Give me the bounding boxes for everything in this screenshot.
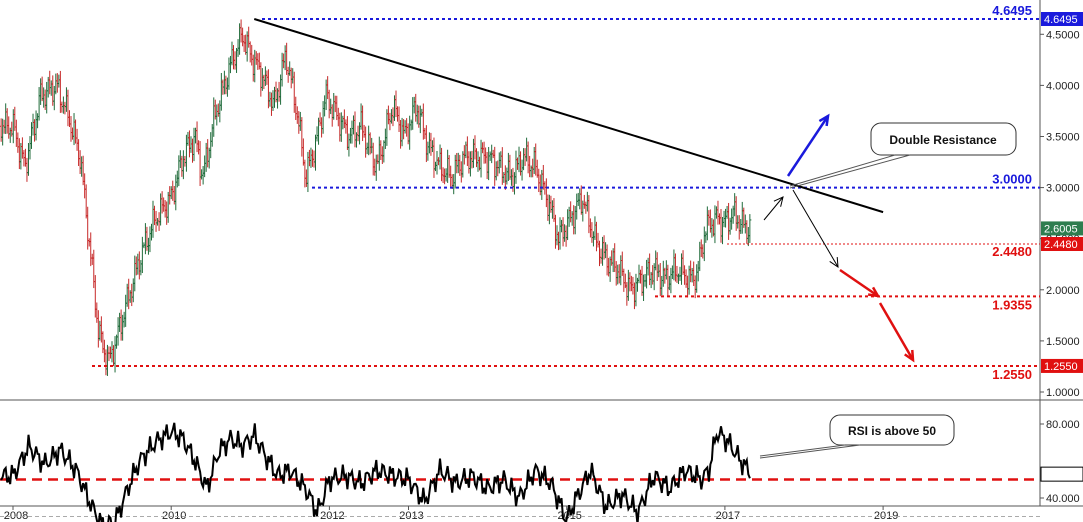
x-tick-label: 2019 bbox=[874, 510, 898, 522]
double-resistance-box bbox=[870, 122, 1017, 156]
y-tick-label: 4.5000 bbox=[1046, 29, 1080, 41]
rsi-callout-leader bbox=[759, 444, 861, 459]
rsi-price-tag bbox=[1040, 466, 1083, 482]
x-tick-label: 2010 bbox=[162, 510, 186, 522]
blue-up-arrow bbox=[786, 115, 830, 177]
black-up-arrow-head bbox=[773, 196, 784, 207]
rsi-callout-box bbox=[829, 414, 955, 446]
black-down-arrow-head bbox=[829, 256, 839, 268]
price-bars bbox=[0, 19, 752, 376]
price-tag-label: 2.4480 bbox=[1044, 239, 1078, 251]
level-label: 3.0000 bbox=[992, 172, 1032, 187]
price-tag bbox=[1041, 358, 1083, 373]
red-arrow-2-head bbox=[904, 349, 915, 363]
y-tick-label: 3.0000 bbox=[1046, 183, 1080, 195]
level-label: 1.9355 bbox=[992, 297, 1032, 312]
rsi-line bbox=[0, 422, 751, 522]
price-tag bbox=[1041, 221, 1083, 236]
price-tag-label: 2.6005 bbox=[1044, 223, 1078, 235]
rsi-callout-label: RSI is above 50 bbox=[848, 424, 936, 438]
level-label: 4.6495 bbox=[992, 3, 1032, 18]
red-arrow-2 bbox=[878, 302, 915, 361]
level-label: 2.4480 bbox=[992, 244, 1032, 259]
black-up-arrow bbox=[763, 196, 784, 221]
blue-up-arrow-head bbox=[818, 113, 830, 127]
rsi-tick-label: 80.000 bbox=[1046, 419, 1080, 431]
y-tick-label: 2.0000 bbox=[1046, 285, 1080, 297]
trendline bbox=[253, 18, 884, 214]
y-tick-label: 1.5000 bbox=[1046, 336, 1080, 348]
price-tag-label: 1.2550 bbox=[1044, 361, 1078, 373]
rsi-tick-label: 40.000 bbox=[1046, 493, 1080, 505]
callout-leader bbox=[789, 154, 911, 189]
rsi-price-tag-label: 52.897 bbox=[1044, 469, 1078, 481]
y-tick-label: 3.5000 bbox=[1046, 131, 1080, 143]
double-resistance-label: Double Resistance bbox=[889, 133, 997, 147]
price-tag bbox=[1041, 237, 1083, 252]
red-arrow-1 bbox=[839, 268, 879, 298]
price-tag-label: 4.6495 bbox=[1044, 14, 1078, 26]
rsi-callout-leader bbox=[759, 444, 846, 457]
red-arrow-1-head bbox=[867, 286, 881, 298]
x-tick-label: 2013 bbox=[399, 510, 423, 522]
y-tick-label: 1.0000 bbox=[1046, 387, 1080, 399]
x-tick-label: 2017 bbox=[716, 510, 740, 522]
callout-leader bbox=[789, 154, 896, 187]
y-tick-label: 4.0000 bbox=[1046, 80, 1080, 92]
black-down-arrow bbox=[792, 189, 839, 268]
price-tag bbox=[1041, 12, 1083, 26]
level-label: 1.2550 bbox=[992, 367, 1032, 382]
